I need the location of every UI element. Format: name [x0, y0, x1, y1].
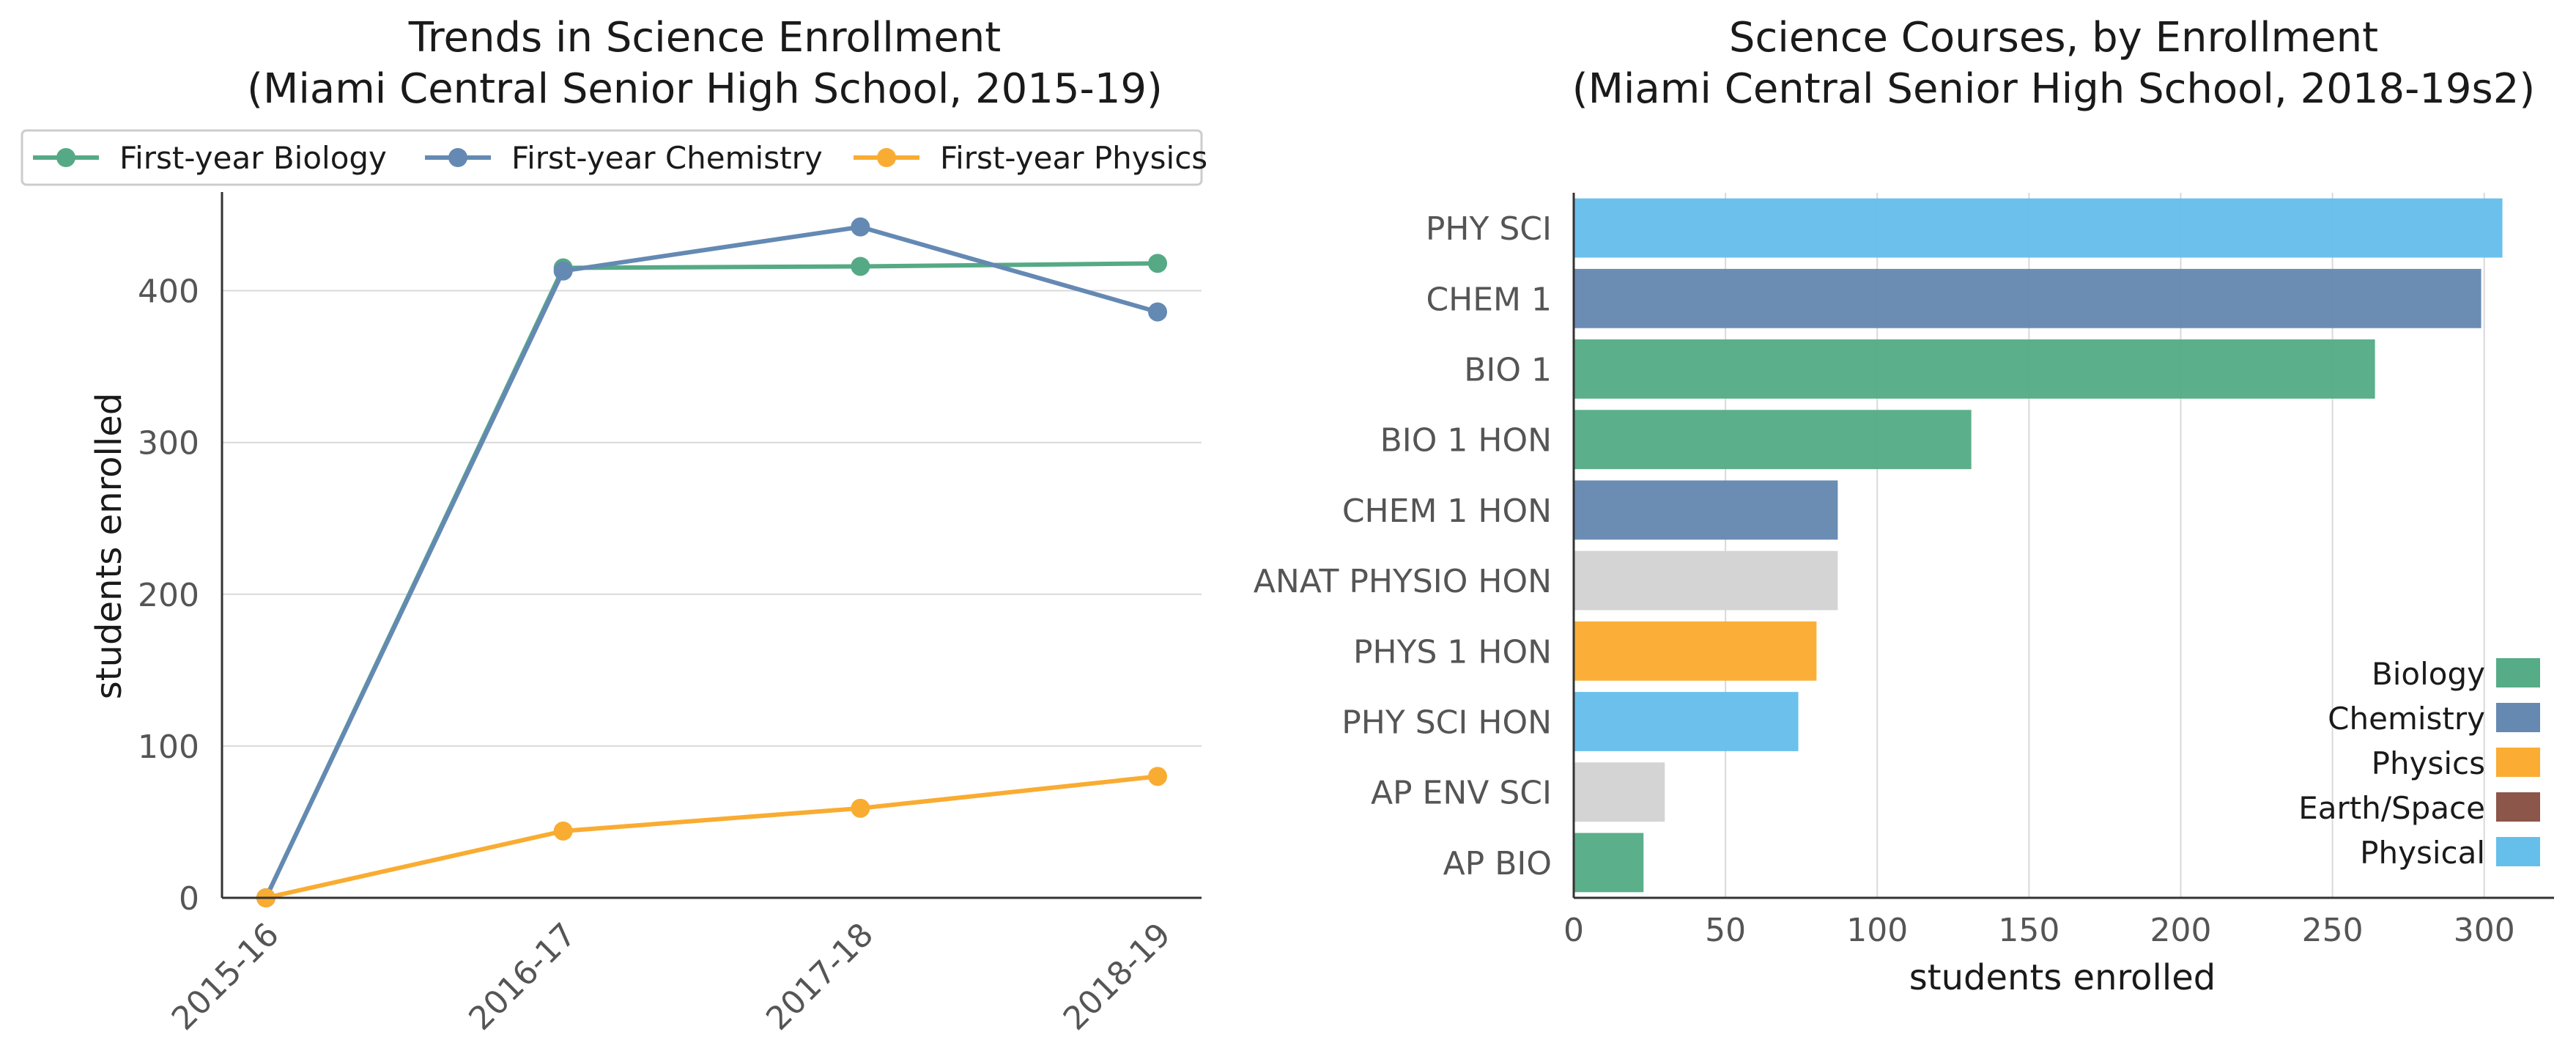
bar [1574, 762, 1665, 822]
bar [1574, 621, 1817, 681]
x-tick-label: 300 [2454, 912, 2515, 949]
category-label: AP ENV SCI [1371, 775, 1552, 812]
legend-label: Earth/Space [2298, 790, 2485, 826]
bar [1574, 339, 2375, 399]
data-point [553, 261, 573, 281]
category-label: CHEM 1 [1426, 281, 1552, 318]
data-point [851, 217, 870, 237]
right-chart-legend: Biology Chemistry Physics Earth/Space Physic… [2298, 656, 2540, 871]
left-chart-subtitle: (Miami Central Senior High School, 2015-… [247, 65, 1163, 113]
bar [1574, 410, 1972, 470]
bar [1574, 550, 1838, 611]
bar [1574, 198, 2503, 258]
legend-swatch-marker [56, 148, 75, 167]
y-tick-labels: 0 100 200 300 400 [138, 273, 199, 918]
legend-swatch [2496, 748, 2540, 777]
series-lines [256, 217, 1167, 907]
category-label: PHY SCI [1426, 210, 1552, 248]
legend-label: First-year Biology [119, 140, 387, 176]
legend-swatch [2496, 658, 2540, 687]
data-point [1148, 254, 1167, 273]
x-tick-labels: 0 50 100 150 200 250 300 [1563, 912, 2515, 949]
data-point [553, 821, 573, 841]
left-y-axis-label: students enrolled [89, 393, 130, 699]
legend-swatch [2496, 837, 2540, 866]
category-label: AP BIO [1443, 845, 1552, 882]
category-label: BIO 1 HON [1380, 422, 1552, 460]
data-point [851, 257, 870, 276]
data-point [1148, 767, 1167, 786]
x-tick-label: 50 [1705, 912, 1746, 949]
category-label: ANAT PHYSIO HON [1254, 563, 1552, 600]
y-tick-label: 400 [138, 273, 199, 311]
right-chart-subtitle: (Miami Central Senior High School, 2018-… [1572, 65, 2535, 113]
series-line [265, 774, 1158, 900]
legend-label: First-year Physics [940, 140, 1207, 176]
category-labels: PHY SCI CHEM 1 BIO 1 BIO 1 HON CHEM 1 HON ANA… [1254, 210, 1552, 882]
category-label: PHYS 1 HON [1353, 633, 1552, 671]
data-point [851, 798, 870, 818]
x-tick-label: 100 [1846, 912, 1908, 949]
x-tick-label: 250 [2302, 912, 2364, 949]
legend-swatch [2496, 703, 2540, 732]
y-tick-label: 100 [138, 729, 199, 766]
bars [1574, 198, 2503, 893]
legend-frame [21, 129, 1203, 186]
legend-swatch-marker [877, 148, 896, 167]
y-tick-label: 300 [138, 425, 199, 462]
bar [1574, 692, 1799, 751]
category-label: PHY SCI HON [1341, 704, 1552, 742]
right-x-axis-label: students enrolled [1909, 957, 2216, 998]
left-chart-legend: First-year Biology First-year Chemistry Fi… [21, 129, 1207, 186]
legend-swatch-marker [448, 148, 467, 167]
y-gridlines [222, 290, 1202, 747]
bar [1574, 480, 1838, 540]
legend-label: First-year Chemistry [511, 140, 823, 176]
x-tick-label: 200 [2150, 912, 2211, 949]
data-point [1148, 302, 1167, 322]
legend-swatch [2496, 792, 2540, 822]
bar [1574, 268, 2481, 328]
legend-label: Physics [2372, 745, 2485, 781]
x-tick-label: 150 [1998, 912, 2059, 949]
right-chart-title: Science Courses, by Enrollment [1729, 14, 2378, 62]
category-label: BIO 1 [1464, 352, 1552, 389]
course-enrollment-chart: Science Courses, by Enrollment (Miami Ce… [1254, 14, 2554, 998]
bar [1574, 833, 1644, 893]
y-tick-label: 0 [179, 880, 199, 918]
legend-label: Physical [2360, 835, 2485, 871]
legend-label: Biology [2372, 656, 2485, 692]
left-chart-title: Trends in Science Enrollment [408, 14, 1001, 62]
category-label: CHEM 1 HON [1342, 493, 1552, 530]
series-line [264, 224, 1158, 899]
y-tick-label: 200 [138, 577, 199, 614]
enrollment-trend-chart: Trends in Science Enrollment (Miami Cent… [21, 14, 1207, 1038]
x-tick-label: 0 [1563, 912, 1584, 949]
legend-label: Chemistry [2328, 701, 2485, 737]
